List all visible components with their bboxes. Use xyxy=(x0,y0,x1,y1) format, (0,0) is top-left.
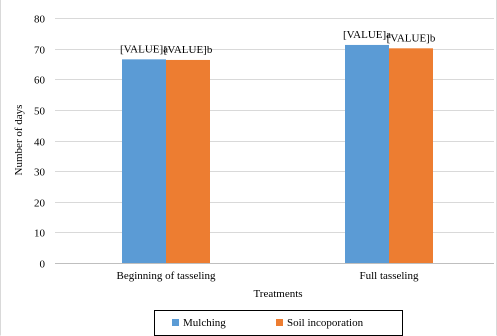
legend-label: Soil incoporation xyxy=(287,317,364,329)
data-labels: [VALUE]a[VALUE]b[VALUE]a[VALUE]b xyxy=(120,29,436,56)
y-tick-label: 50 xyxy=(34,106,46,118)
y-tick-label: 10 xyxy=(34,228,46,240)
legend-swatch xyxy=(172,319,179,326)
data-label: [VALUE]a xyxy=(343,29,391,41)
y-tick-label: 0 xyxy=(40,259,46,271)
category-labels: Beginning of tasseling Full tasseling xyxy=(117,270,419,282)
legend-swatch xyxy=(276,319,283,326)
y-tick-label: 60 xyxy=(34,75,46,87)
data-label: [VALUE]b xyxy=(164,44,213,56)
y-axis-ticks: 0 10 20 30 40 50 60 70 80 xyxy=(34,14,46,271)
legend: Mulching Soil incoporation xyxy=(154,310,403,336)
bar xyxy=(389,48,433,263)
y-tick-label: 80 xyxy=(34,14,46,26)
y-axis-title: Number of days xyxy=(13,105,25,176)
x-tick-label: Full tasseling xyxy=(360,270,419,282)
bars xyxy=(122,44,433,264)
bar xyxy=(345,44,389,264)
bar xyxy=(122,59,166,263)
data-label: [VALUE]a xyxy=(120,43,168,55)
legend-label: Mulching xyxy=(183,317,226,329)
x-tick-label: Beginning of tasseling xyxy=(117,270,216,282)
x-axis-title: Treatments xyxy=(253,288,302,300)
bar xyxy=(166,59,210,263)
y-tick-label: 70 xyxy=(34,45,46,57)
y-tick-label: 30 xyxy=(34,167,46,179)
y-tick-label: 40 xyxy=(34,137,46,149)
data-label: [VALUE]b xyxy=(387,32,436,44)
y-tick-label: 20 xyxy=(34,198,46,210)
